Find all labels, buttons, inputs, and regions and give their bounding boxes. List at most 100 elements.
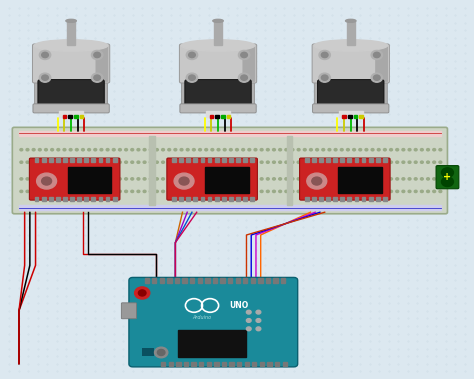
- Circle shape: [155, 190, 158, 193]
- Bar: [221, 115, 225, 118]
- Bar: [236, 278, 240, 283]
- Bar: [113, 197, 117, 201]
- Circle shape: [439, 190, 442, 193]
- Bar: [149, 136, 155, 205]
- Circle shape: [26, 161, 29, 163]
- Bar: [99, 197, 102, 201]
- Circle shape: [285, 190, 288, 193]
- Circle shape: [51, 190, 54, 193]
- Circle shape: [82, 190, 84, 193]
- Circle shape: [149, 178, 152, 180]
- Circle shape: [236, 190, 238, 193]
- Circle shape: [334, 178, 337, 180]
- Circle shape: [229, 161, 232, 163]
- FancyBboxPatch shape: [314, 81, 326, 105]
- Circle shape: [143, 161, 146, 163]
- FancyBboxPatch shape: [242, 45, 255, 82]
- FancyBboxPatch shape: [243, 81, 255, 105]
- Bar: [214, 21, 222, 45]
- FancyBboxPatch shape: [180, 104, 256, 113]
- Circle shape: [256, 310, 261, 314]
- Circle shape: [91, 50, 103, 60]
- Circle shape: [211, 161, 214, 163]
- Bar: [251, 278, 255, 283]
- Bar: [252, 362, 256, 366]
- Circle shape: [310, 149, 312, 151]
- Circle shape: [365, 149, 368, 151]
- Circle shape: [106, 190, 109, 193]
- Circle shape: [353, 161, 356, 163]
- Circle shape: [322, 178, 325, 180]
- Bar: [222, 158, 226, 162]
- Circle shape: [396, 149, 399, 151]
- Circle shape: [57, 161, 60, 163]
- Bar: [179, 158, 183, 162]
- Circle shape: [371, 161, 374, 163]
- Circle shape: [82, 149, 84, 151]
- Circle shape: [374, 52, 380, 58]
- Circle shape: [223, 178, 226, 180]
- Circle shape: [38, 178, 41, 180]
- Circle shape: [307, 173, 327, 189]
- Circle shape: [321, 75, 328, 80]
- Circle shape: [266, 161, 269, 163]
- Circle shape: [322, 190, 325, 193]
- Circle shape: [118, 178, 121, 180]
- Circle shape: [241, 75, 247, 80]
- FancyBboxPatch shape: [95, 45, 108, 82]
- Circle shape: [137, 149, 140, 151]
- Bar: [84, 197, 88, 201]
- Bar: [376, 197, 380, 201]
- Circle shape: [441, 177, 454, 186]
- Circle shape: [390, 178, 392, 180]
- Circle shape: [246, 327, 251, 331]
- Circle shape: [186, 161, 189, 163]
- Bar: [215, 197, 219, 201]
- Circle shape: [100, 149, 103, 151]
- Bar: [205, 167, 249, 193]
- Bar: [243, 278, 247, 283]
- Circle shape: [319, 73, 330, 82]
- Circle shape: [248, 190, 251, 193]
- Bar: [80, 115, 83, 118]
- Bar: [354, 115, 357, 118]
- Circle shape: [285, 178, 288, 180]
- Bar: [19, 131, 441, 136]
- Bar: [56, 197, 60, 201]
- Bar: [312, 197, 316, 201]
- Circle shape: [310, 178, 312, 180]
- Circle shape: [316, 178, 319, 180]
- Circle shape: [63, 190, 66, 193]
- Circle shape: [316, 161, 319, 163]
- Bar: [176, 362, 181, 366]
- Circle shape: [260, 190, 263, 193]
- Bar: [243, 197, 247, 201]
- Circle shape: [241, 52, 247, 58]
- Bar: [362, 197, 365, 201]
- Bar: [63, 197, 67, 201]
- Circle shape: [408, 149, 411, 151]
- Circle shape: [242, 149, 245, 151]
- Bar: [326, 158, 330, 162]
- Circle shape: [377, 190, 380, 193]
- Circle shape: [100, 190, 103, 193]
- Circle shape: [180, 161, 183, 163]
- Circle shape: [94, 52, 100, 58]
- Circle shape: [260, 178, 263, 180]
- Circle shape: [390, 190, 392, 193]
- Circle shape: [38, 190, 41, 193]
- Bar: [383, 197, 387, 201]
- Circle shape: [118, 161, 121, 163]
- Bar: [42, 197, 46, 201]
- Circle shape: [112, 178, 115, 180]
- Bar: [215, 115, 219, 118]
- Bar: [266, 278, 270, 283]
- Circle shape: [273, 178, 275, 180]
- Circle shape: [371, 149, 374, 151]
- Circle shape: [179, 177, 189, 185]
- Bar: [70, 158, 74, 162]
- Circle shape: [396, 161, 399, 163]
- Circle shape: [365, 178, 368, 180]
- Circle shape: [45, 149, 47, 151]
- Circle shape: [51, 149, 54, 151]
